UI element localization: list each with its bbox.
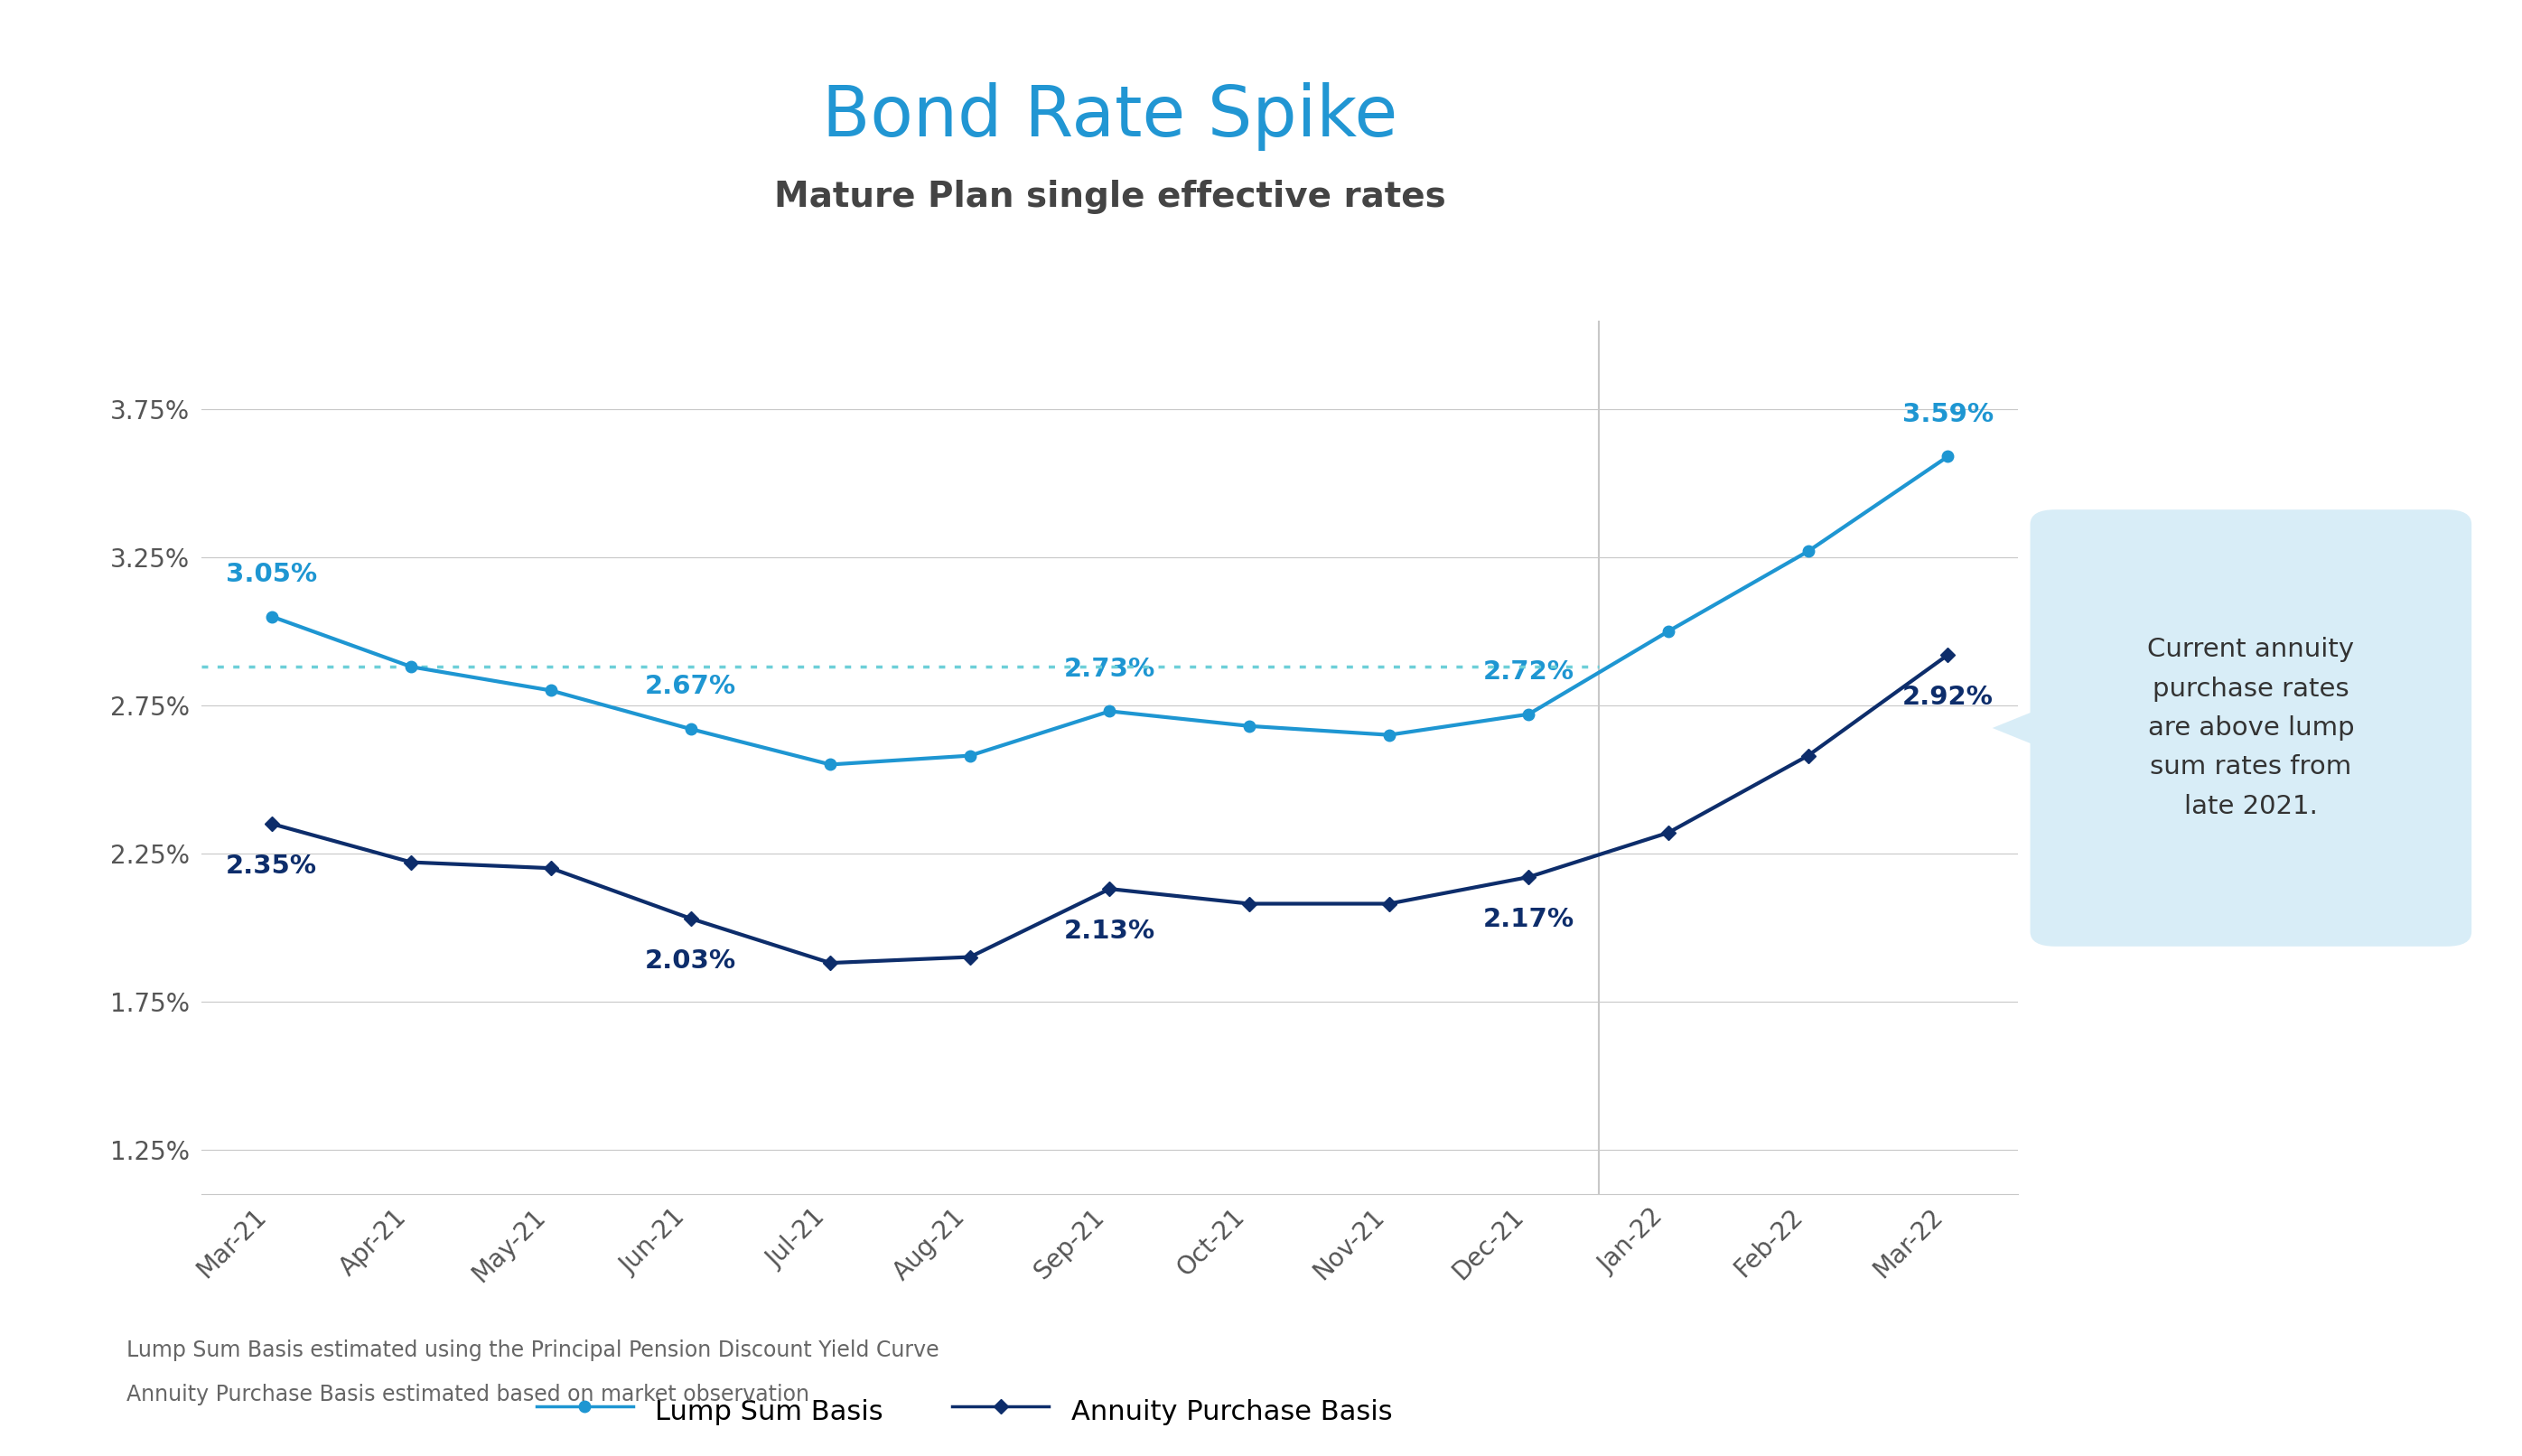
Text: Lump Sum Basis estimated using the Principal Pension Discount Yield Curve: Lump Sum Basis estimated using the Princ… (126, 1340, 938, 1361)
Text: 2.73%: 2.73% (1064, 657, 1155, 681)
Text: Mature Plan single effective rates: Mature Plan single effective rates (774, 179, 1445, 214)
Text: 2.03%: 2.03% (646, 948, 736, 974)
Text: Bond Rate Spike: Bond Rate Spike (822, 82, 1397, 151)
Text: 2.13%: 2.13% (1064, 919, 1155, 943)
Text: 2.72%: 2.72% (1483, 660, 1574, 684)
Text: Current annuity
purchase rates
are above lump
sum rates from
late 2021.: Current annuity purchase rates are above… (2146, 636, 2356, 820)
Legend: Lump Sum Basis, Annuity Purchase Basis: Lump Sum Basis, Annuity Purchase Basis (525, 1382, 1402, 1439)
Text: 3.59%: 3.59% (1902, 402, 1992, 427)
Text: 3.05%: 3.05% (227, 562, 318, 587)
Text: 2.17%: 2.17% (1483, 907, 1574, 932)
Text: 2.35%: 2.35% (227, 853, 318, 878)
Text: 2.67%: 2.67% (646, 674, 736, 699)
Text: 2.92%: 2.92% (1902, 684, 1992, 711)
Text: Annuity Purchase Basis estimated based on market observation: Annuity Purchase Basis estimated based o… (126, 1383, 810, 1405)
